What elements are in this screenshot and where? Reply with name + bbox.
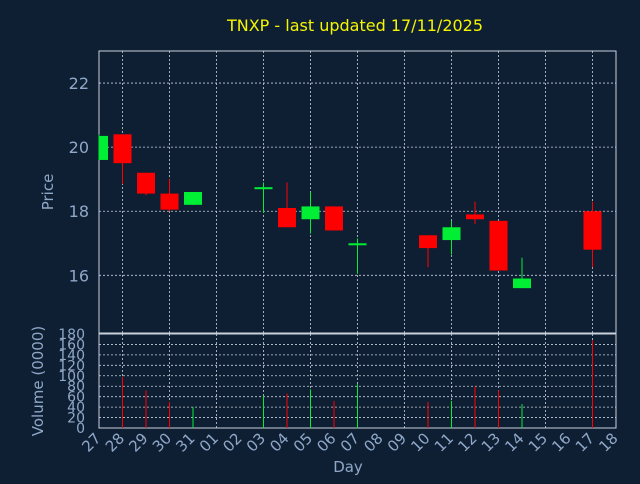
candle-body bbox=[513, 278, 531, 289]
volume-tick-label: 180 bbox=[58, 327, 85, 343]
candle-body bbox=[348, 243, 367, 246]
price-tick-label: 16 bbox=[69, 266, 89, 285]
x-tick-label: 30 bbox=[149, 429, 175, 455]
volume-tick-label: 100 bbox=[58, 369, 85, 385]
volume-tick-label: 80 bbox=[67, 379, 85, 395]
x-tick-label: 01 bbox=[196, 429, 222, 455]
volume-tick-label: 0 bbox=[76, 421, 85, 437]
volume-tick-label: 20 bbox=[67, 411, 85, 427]
candle-body bbox=[184, 192, 202, 205]
candle-body bbox=[442, 227, 461, 241]
x-tick-label: 07 bbox=[337, 429, 363, 455]
x-tick-label: 05 bbox=[290, 429, 316, 455]
x-tick-label: 14 bbox=[501, 429, 527, 455]
candle-body bbox=[160, 193, 179, 210]
x-tick-label: 12 bbox=[454, 429, 480, 455]
volume-tick-label: 160 bbox=[58, 337, 85, 353]
chart-title: TNXP - last updated 17/11/2025 bbox=[226, 16, 483, 35]
candle-body bbox=[254, 187, 273, 190]
candles bbox=[98, 134, 602, 289]
x-tick-label: 09 bbox=[384, 429, 410, 455]
price-grid bbox=[98, 50, 617, 334]
volume-tick-label: 40 bbox=[67, 400, 85, 416]
candle-body bbox=[301, 206, 320, 220]
x-tick-label: 10 bbox=[407, 429, 433, 455]
price-axis-label: Price bbox=[39, 174, 57, 211]
volume-tick-label: 140 bbox=[58, 348, 85, 364]
x-tick-label: 04 bbox=[266, 429, 292, 455]
x-tick-label: 13 bbox=[478, 429, 504, 455]
candle-body bbox=[489, 220, 508, 271]
x-axis-label: Day bbox=[333, 458, 363, 476]
price-tick-label: 20 bbox=[69, 138, 89, 157]
price-tick-label: 22 bbox=[69, 74, 89, 93]
x-tick-label: 28 bbox=[102, 429, 128, 455]
candle-body bbox=[137, 172, 155, 194]
x-tick-label: 03 bbox=[243, 429, 269, 455]
candle-body bbox=[113, 134, 132, 164]
x-tick-label: 31 bbox=[172, 429, 198, 455]
candle-body bbox=[325, 206, 343, 231]
candle-body bbox=[278, 208, 296, 228]
volume-tick-label: 120 bbox=[58, 358, 85, 374]
x-tick-label: 11 bbox=[431, 429, 457, 455]
candle-body bbox=[466, 214, 484, 220]
x-tick-label: 18 bbox=[595, 429, 621, 455]
volume-bars bbox=[122, 340, 593, 428]
price-axis: 16 18 20 22 bbox=[69, 74, 89, 285]
x-tick-label: 06 bbox=[313, 429, 339, 455]
x-tick-label: 29 bbox=[125, 429, 151, 455]
candle-body bbox=[99, 135, 108, 160]
x-tick-label: 02 bbox=[219, 429, 245, 455]
x-tick-label: 17 bbox=[572, 429, 598, 455]
price-tick-label: 18 bbox=[69, 202, 89, 221]
candle-body bbox=[583, 211, 602, 250]
volume-tick-label: 60 bbox=[67, 390, 85, 406]
x-tick-label: 08 bbox=[360, 429, 386, 455]
candle-body bbox=[419, 235, 437, 249]
x-tick-label: 16 bbox=[548, 429, 574, 455]
x-tick-label: 15 bbox=[525, 429, 551, 455]
x-axis: 2728293031010203040506070809101112131415… bbox=[78, 429, 621, 455]
volume-axis-label: Volume (0000) bbox=[29, 326, 47, 436]
